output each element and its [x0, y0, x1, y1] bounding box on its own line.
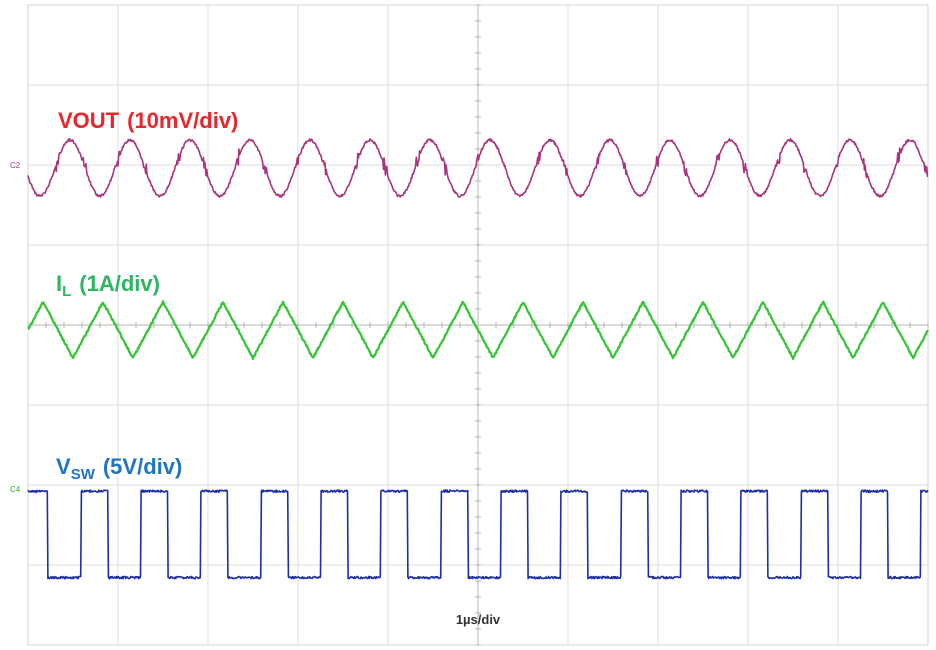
- trace-vout: [27, 138, 929, 198]
- trace-label-vout: VOUT (10mV/div): [58, 108, 238, 133]
- channel-markers: C2 C4: [10, 161, 21, 494]
- trace-label-il-main: I: [56, 271, 62, 296]
- trace-label-vsw-scale: (5V/div): [103, 454, 182, 479]
- trace-label-vout-main: VOUT: [58, 108, 120, 133]
- trace-label-il: IL (1A/div): [56, 271, 160, 300]
- waveform-traces: [27, 138, 929, 580]
- trace-vsw: [27, 489, 929, 580]
- trace-label-vsw-sub: SW: [71, 466, 96, 483]
- trace-label-vsw: VSW (5V/div): [56, 454, 182, 483]
- trace-il: [27, 300, 929, 361]
- graticule-grid: [27, 4, 929, 646]
- channel-marker-vout: C2: [10, 161, 21, 170]
- channel-marker-vsw: C4: [10, 485, 21, 494]
- time-scale-label: 1µs/div: [456, 612, 501, 627]
- svg-text:VOUT(10mV/div): VOUT (10mV/div): [58, 108, 238, 133]
- trace-label-vsw-main: V: [56, 454, 71, 479]
- trace-label-il-sub: L: [62, 283, 71, 300]
- trace-label-il-scale: (1A/div): [79, 271, 160, 296]
- svg-text:VSW(5V/div): VSW (5V/div): [56, 454, 182, 483]
- svg-text:IL(1A/div): IL (1A/div): [56, 271, 160, 300]
- trace-label-vout-scale: (10mV/div): [127, 108, 238, 133]
